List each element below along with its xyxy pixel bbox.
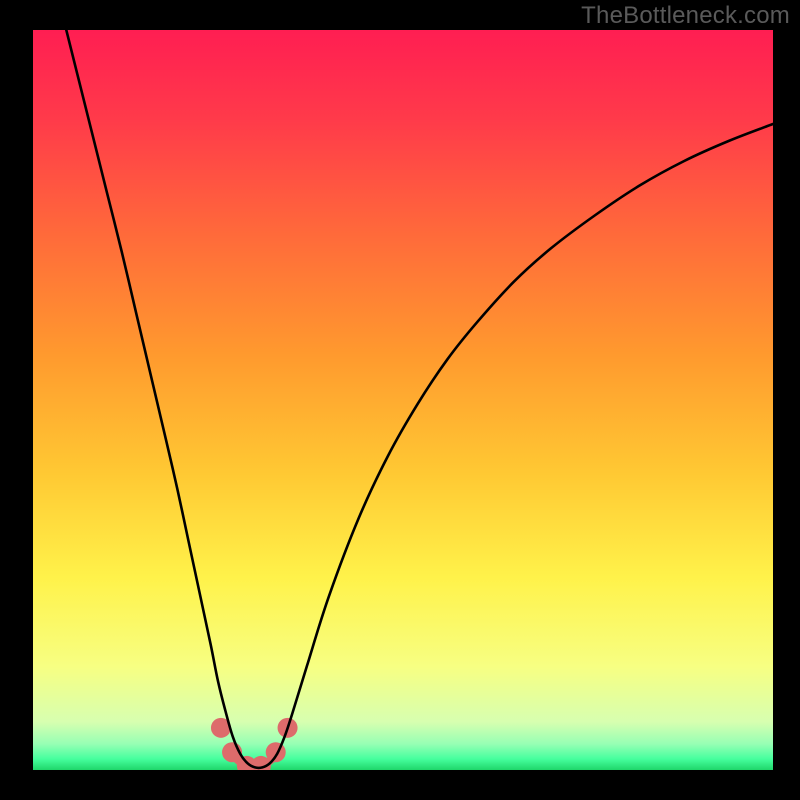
watermark-label: TheBottleneck.com xyxy=(581,2,790,30)
chart-canvas: TheBottleneck.com xyxy=(0,0,800,800)
chart-overlay xyxy=(33,30,773,770)
bottleneck-curve xyxy=(66,30,773,768)
plot-area xyxy=(33,30,773,770)
curve-marker xyxy=(266,742,286,762)
